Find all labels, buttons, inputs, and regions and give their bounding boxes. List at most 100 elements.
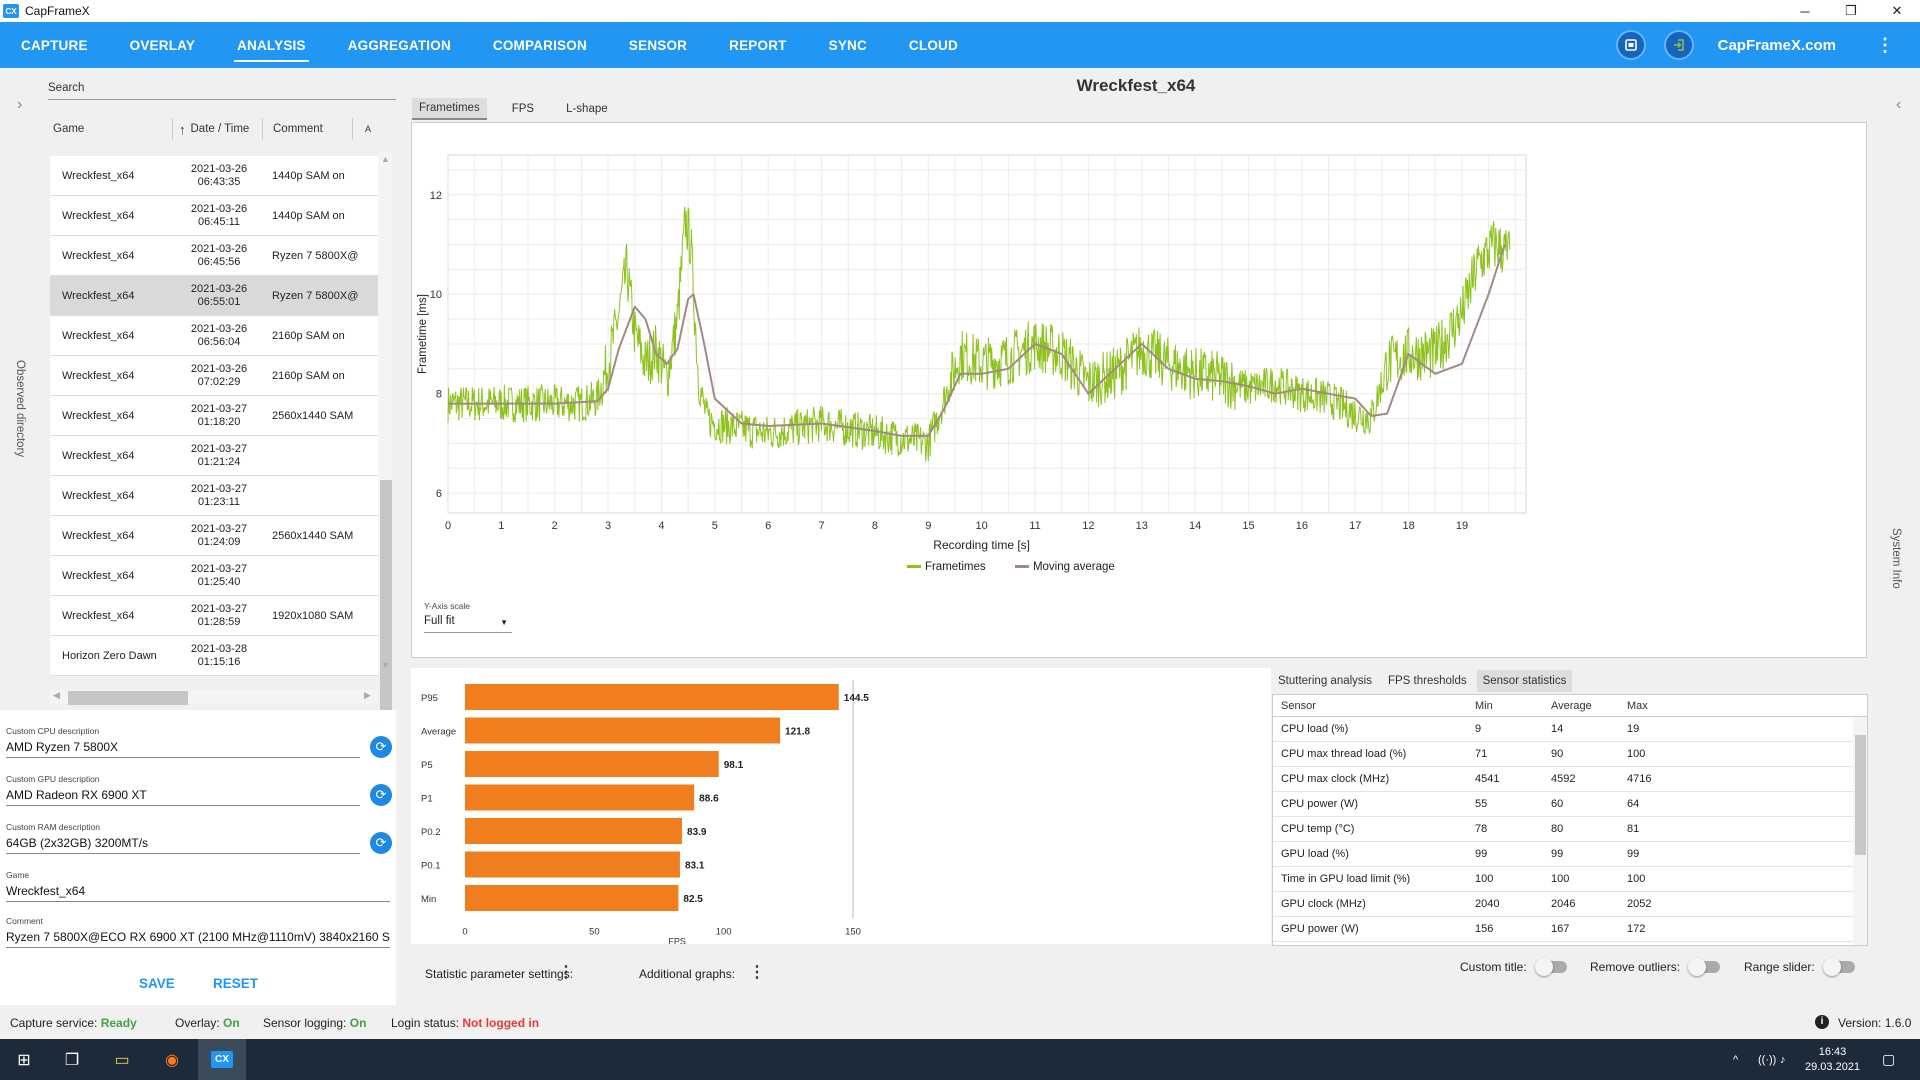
- frametime-chart[interactable]: 0 1 2 3 4 5 6 7 8 9 10 11 12 13 14 15 16 17 18 19681012Reco…: [412, 123, 1868, 659]
- list-item[interactable]: Wreckfest_x64 2021-03-27 01:21:24: [50, 436, 378, 476]
- capframex-taskbar-icon[interactable]: CX: [198, 1039, 246, 1080]
- sensor-table-scrollbar[interactable]: [1853, 717, 1867, 945]
- min-cell: 78: [1475, 823, 1488, 835]
- list-item[interactable]: Wreckfest_x64 2021-03-27 01:18:20 2560x1440…: [50, 396, 378, 436]
- volume-icon[interactable]: ♪: [1780, 1053, 1786, 1066]
- collapse-chevron-icon[interactable]: ‹: [1896, 96, 1902, 113]
- ram-input[interactable]: 64GB (2x32GB) 3200MT/s: [6, 836, 360, 854]
- record-details-form: Custom CPU description AMD Ryzen 7 5800X…: [0, 710, 396, 1005]
- col-date[interactable]: ↑ Date / Time: [173, 118, 263, 140]
- expand-chevron-icon[interactable]: ›: [17, 96, 23, 113]
- file-explorer-icon[interactable]: ▭: [114, 1051, 130, 1069]
- x-tick-label: 13: [1136, 520, 1148, 532]
- scroll-up-icon[interactable]: ▲: [381, 154, 390, 164]
- tab-sensor[interactable]: SENSOR: [628, 37, 688, 53]
- scroll-left-icon[interactable]: ◀: [53, 690, 60, 700]
- tab-stuttering-analysis[interactable]: Stuttering analysis: [1278, 675, 1372, 687]
- tab-fps[interactable]: FPS: [511, 103, 535, 115]
- additional-graphs-menu-icon[interactable]: ⋮: [749, 964, 765, 981]
- table-row[interactable]: CPU load (%) 9 14 19: [1273, 717, 1867, 742]
- save-button[interactable]: SAVE: [139, 976, 175, 991]
- list-horizontal-scrollbar[interactable]: ◀ ▶: [50, 690, 378, 705]
- ram-refresh-icon[interactable]: ⟳: [370, 832, 392, 854]
- col-game[interactable]: Game: [50, 118, 173, 140]
- col-max[interactable]: Max: [1627, 699, 1648, 712]
- close-button[interactable]: ✕: [1891, 3, 1903, 18]
- list-item[interactable]: Wreckfest_x64 2021-03-26 06:45:11 1440p SAM…: [50, 196, 378, 236]
- tab-sync[interactable]: SYNC: [828, 37, 867, 53]
- list-hscroll-thumb[interactable]: [68, 691, 188, 705]
- list-item[interactable]: Wreckfest_x64 2021-03-27 01:23:11: [50, 476, 378, 516]
- tab-sensor-statistics[interactable]: Sensor statistics: [1476, 670, 1573, 692]
- table-row[interactable]: GPU load (%) 99 99 99: [1273, 842, 1867, 867]
- minimize-button[interactable]: ─: [1800, 3, 1810, 19]
- more-menu-icon[interactable]: ⋮: [1876, 34, 1894, 55]
- reset-button[interactable]: RESET: [213, 976, 259, 991]
- tab-cloud[interactable]: CLOUD: [908, 37, 958, 53]
- custom-title-toggle[interactable]: [1534, 958, 1567, 976]
- windows-start-icon[interactable]: ⊞: [17, 1051, 31, 1069]
- col-more[interactable]: A: [365, 124, 372, 134]
- tab-fps-thresholds[interactable]: FPS thresholds: [1387, 675, 1467, 687]
- tray-overflow-icon[interactable]: ^: [1733, 1053, 1739, 1066]
- system-info-label[interactable]: System Info: [1890, 528, 1902, 589]
- notification-icon[interactable]: ▢: [1882, 1051, 1896, 1067]
- list-scroll-thumb[interactable]: [380, 480, 392, 742]
- table-row[interactable]: CPU temp (°C) 78 80 81: [1273, 817, 1867, 842]
- list-item-game: Wreckfest_x64: [62, 569, 135, 582]
- game-input[interactable]: Wreckfest_x64: [6, 884, 390, 902]
- maximize-button[interactable]: ❐: [1845, 3, 1857, 18]
- search-input[interactable]: Search: [48, 82, 396, 100]
- list-item[interactable]: Wreckfest_x64 2021-03-26 06:55:01 Ryzen 7 5…: [50, 276, 378, 316]
- tab-frametimes[interactable]: Frametimes: [412, 98, 487, 120]
- gpu-refresh-icon[interactable]: ⟳: [370, 784, 392, 806]
- col-average[interactable]: Average: [1551, 699, 1592, 712]
- tab-comparison[interactable]: COMPARISON: [492, 37, 587, 53]
- list-vertical-scrollbar[interactable]: ▲ ▼: [378, 152, 392, 742]
- table-row[interactable]: CPU max thread load (%) 71 90 100: [1273, 742, 1867, 767]
- login-icon[interactable]: [1663, 30, 1694, 60]
- col-comment[interactable]: Comment: [263, 118, 353, 140]
- list-item[interactable]: Wreckfest_x64 2021-03-27 01:28:59 1920x1080…: [50, 596, 378, 636]
- tab-l-shape[interactable]: L-shape: [566, 103, 608, 115]
- cpu-refresh-icon[interactable]: ⟳: [370, 736, 392, 758]
- tab-aggregation[interactable]: AGGREGATION: [347, 37, 451, 53]
- tab-analysis[interactable]: ANALYSIS: [216, 22, 327, 68]
- tab-overlay[interactable]: OVERLAY: [129, 37, 196, 53]
- list-item[interactable]: Wreckfest_x64 2021-03-26 06:43:35 1440p SAM…: [50, 156, 378, 196]
- sensor-name-cell: CPU max thread load (%): [1281, 748, 1407, 760]
- table-row[interactable]: Time in GPU load limit (%) 100 100 100: [1273, 867, 1867, 892]
- clock[interactable]: 16:43 29.03.2021: [1805, 1039, 1860, 1080]
- list-item[interactable]: Wreckfest_x64 2021-03-26 07:02:29 2160p SAM…: [50, 356, 378, 396]
- list-item[interactable]: Wreckfest_x64 2021-03-27 01:25:40: [50, 556, 378, 596]
- tab-report[interactable]: REPORT: [729, 37, 787, 53]
- remove-outliers-toggle[interactable]: [1688, 958, 1721, 976]
- scroll-right-icon[interactable]: ▶: [364, 690, 371, 700]
- task-view-icon[interactable]: ❐: [64, 1051, 80, 1069]
- table-row[interactable]: GPU clock (MHz) 2040 2046 2052: [1273, 892, 1867, 917]
- list-item[interactable]: Wreckfest_x64 2021-03-26 06:45:56 Ryzen 7 5…: [50, 236, 378, 276]
- tab-capture[interactable]: CAPTURE: [21, 37, 88, 53]
- firefox-icon[interactable]: ◉: [165, 1051, 179, 1069]
- info-icon[interactable]: i: [1815, 1015, 1829, 1029]
- list-item[interactable]: Wreckfest_x64 2021-03-27 01:24:09 2560x1440…: [50, 516, 378, 556]
- table-row[interactable]: CPU max clock (MHz) 4541 4592 4716: [1273, 767, 1867, 792]
- screenshot-icon[interactable]: [1615, 30, 1646, 60]
- gpu-input[interactable]: AMD Radeon RX 6900 XT: [6, 788, 360, 806]
- col-sensor[interactable]: Sensor: [1281, 699, 1316, 712]
- table-row[interactable]: CPU power (W) 55 60 64: [1273, 792, 1867, 817]
- range-slider-toggle[interactable]: [1822, 958, 1855, 976]
- network-icon[interactable]: ((·)): [1758, 1053, 1777, 1066]
- scroll-down-icon[interactable]: ▼: [381, 660, 390, 670]
- col-min[interactable]: Min: [1475, 699, 1493, 712]
- comment-input[interactable]: Ryzen 7 5800X@ECO RX 6900 XT (2100 MHz@1…: [6, 930, 390, 948]
- yaxis-scale-select[interactable]: Full fit ▼: [424, 615, 512, 633]
- cpu-input[interactable]: AMD Ryzen 7 5800X: [6, 740, 360, 758]
- sensor-scroll-thumb[interactable]: [1855, 735, 1866, 855]
- list-item[interactable]: Wreckfest_x64 2021-03-26 06:56:04 2160p SAM…: [50, 316, 378, 356]
- website-link[interactable]: CapFrameX.com: [1717, 36, 1836, 54]
- statistic-settings-menu-icon[interactable]: ⋮: [558, 964, 574, 981]
- table-row[interactable]: GPU power (W) 156 167 172: [1273, 917, 1867, 942]
- observed-directory-label[interactable]: Observed directory: [14, 360, 26, 458]
- list-item[interactable]: Horizon Zero Dawn 2021-03-28 01:15:16: [50, 636, 378, 676]
